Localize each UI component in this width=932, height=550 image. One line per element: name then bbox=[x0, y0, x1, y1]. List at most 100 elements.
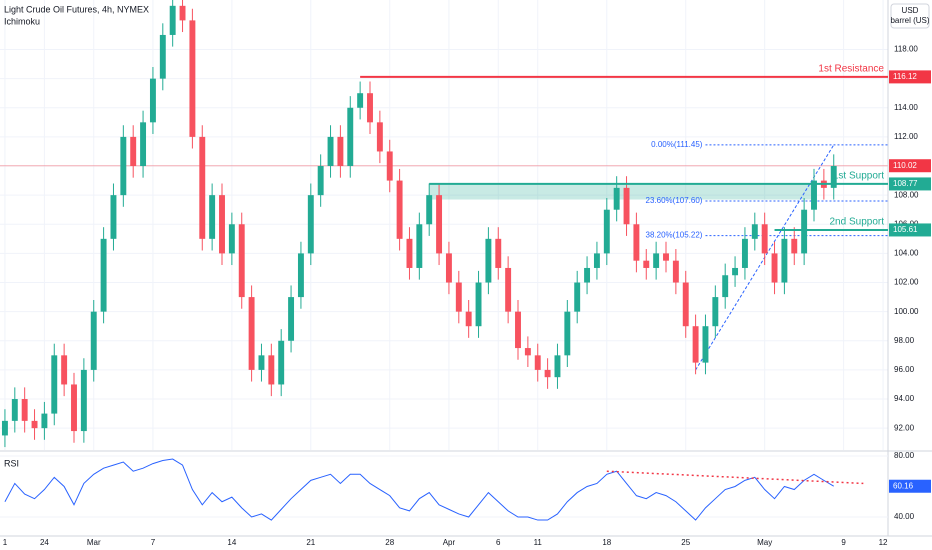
candle-body bbox=[574, 282, 581, 312]
candle-body bbox=[327, 136, 334, 167]
x-tick-label: 1 bbox=[3, 538, 8, 547]
candle-body bbox=[228, 224, 235, 254]
y-tick-label: 108.00 bbox=[894, 190, 919, 199]
unit: barrel (US) bbox=[890, 16, 929, 25]
y-tick-label: 98.00 bbox=[894, 336, 915, 345]
candle-body bbox=[702, 326, 709, 363]
rsi-badge bbox=[889, 479, 931, 493]
candle-body bbox=[248, 297, 255, 370]
candle-body bbox=[41, 413, 48, 429]
y-tick-label: 102.00 bbox=[894, 278, 919, 287]
candle-body bbox=[722, 275, 729, 298]
candle-body bbox=[623, 187, 630, 225]
y-tick-label: 96.00 bbox=[894, 365, 915, 374]
candle-body bbox=[554, 355, 561, 378]
candle-body bbox=[120, 136, 127, 196]
candle-body bbox=[130, 136, 137, 167]
candle-body bbox=[347, 107, 354, 167]
candle-body bbox=[663, 253, 669, 261]
candle-body bbox=[1, 420, 8, 436]
candle-body bbox=[90, 311, 97, 370]
candle-body bbox=[515, 311, 521, 349]
candle-body bbox=[80, 369, 87, 432]
candle-body bbox=[238, 224, 245, 298]
candle-body bbox=[564, 311, 571, 356]
rsi-tick-label: 80.00 bbox=[894, 451, 915, 460]
x-tick-label: 12 bbox=[879, 538, 888, 547]
candle-body bbox=[149, 78, 156, 123]
price-badge-label: 105.61 bbox=[893, 225, 918, 234]
candle-body bbox=[21, 399, 28, 421]
candle-body bbox=[495, 238, 502, 268]
x-tick-label: 24 bbox=[40, 538, 49, 547]
candle-body bbox=[593, 253, 600, 268]
y-tick-label: 104.00 bbox=[894, 249, 919, 258]
candle-body bbox=[544, 369, 551, 378]
y-tick-label: 92.00 bbox=[894, 423, 915, 432]
fib-label: 23.60%(107.60) bbox=[646, 196, 703, 205]
rsi-title: RSI bbox=[4, 458, 19, 468]
fib-label: 38.20%(105.22) bbox=[646, 231, 703, 240]
candle-body bbox=[297, 253, 304, 298]
candle-body bbox=[603, 209, 610, 254]
support-zone bbox=[429, 183, 814, 200]
rsi-badge-label: 60.16 bbox=[893, 481, 914, 490]
candle-body bbox=[682, 282, 689, 327]
candle-body bbox=[741, 238, 748, 268]
candle-body bbox=[140, 122, 147, 167]
candle-body bbox=[712, 297, 719, 327]
price-badge-label: 108.77 bbox=[893, 179, 918, 188]
indicator-label: Ichimoku bbox=[4, 16, 40, 26]
candle-body bbox=[672, 260, 679, 283]
x-tick-label: 9 bbox=[841, 538, 846, 547]
candle-body bbox=[100, 238, 107, 312]
candle-body bbox=[189, 20, 196, 137]
x-tick-label: 6 bbox=[496, 538, 501, 547]
candle-body bbox=[159, 34, 166, 79]
candle-body bbox=[801, 209, 808, 254]
candle-body bbox=[219, 195, 225, 254]
fib-label: 0.00%(111.45) bbox=[651, 140, 703, 149]
candle-body bbox=[455, 282, 462, 312]
rsi-tick-label: 40.00 bbox=[894, 512, 915, 521]
level-label: 1st Resistance bbox=[818, 64, 884, 75]
x-tick-label: 7 bbox=[151, 538, 156, 547]
x-tick-label: May bbox=[757, 538, 772, 547]
candle-body bbox=[386, 151, 393, 181]
level-label: 1st Support bbox=[833, 171, 884, 182]
price-badge bbox=[889, 70, 931, 84]
x-tick-label: Apr bbox=[443, 538, 456, 547]
candle-body bbox=[11, 399, 18, 421]
candle-body bbox=[406, 238, 413, 268]
candle-body bbox=[357, 93, 364, 108]
price-badge bbox=[889, 223, 931, 237]
candle-body bbox=[475, 282, 482, 327]
candle-body bbox=[771, 253, 778, 283]
candle-body bbox=[811, 180, 817, 210]
x-tick-label: 18 bbox=[602, 538, 611, 547]
candle-body bbox=[110, 195, 117, 239]
y-tick-label: 94.00 bbox=[894, 394, 915, 403]
candle-body bbox=[830, 166, 837, 188]
candle-body bbox=[633, 224, 640, 261]
candle-body bbox=[613, 187, 620, 210]
x-tick-label: Mar bbox=[87, 538, 101, 547]
x-tick-label: 11 bbox=[534, 538, 543, 547]
y-tick-label: 114.00 bbox=[894, 103, 918, 112]
candle-body bbox=[643, 260, 650, 268]
x-tick-label: 14 bbox=[227, 538, 236, 547]
candle-body bbox=[485, 238, 492, 283]
candle-body bbox=[268, 355, 275, 385]
candle-body bbox=[169, 5, 176, 35]
candle-body bbox=[376, 122, 383, 152]
candle-body bbox=[51, 355, 58, 414]
candle-body bbox=[692, 326, 699, 363]
candle-body bbox=[396, 180, 403, 239]
unit-box[interactable] bbox=[890, 3, 930, 29]
candle-body bbox=[751, 224, 758, 239]
price-pane: 0.00%(111.45) 23.60%(107.60) 38.20%(105.22… bbox=[0, 0, 888, 450]
y-tick-label: 118.00 bbox=[894, 45, 918, 54]
candle-body bbox=[732, 267, 739, 276]
